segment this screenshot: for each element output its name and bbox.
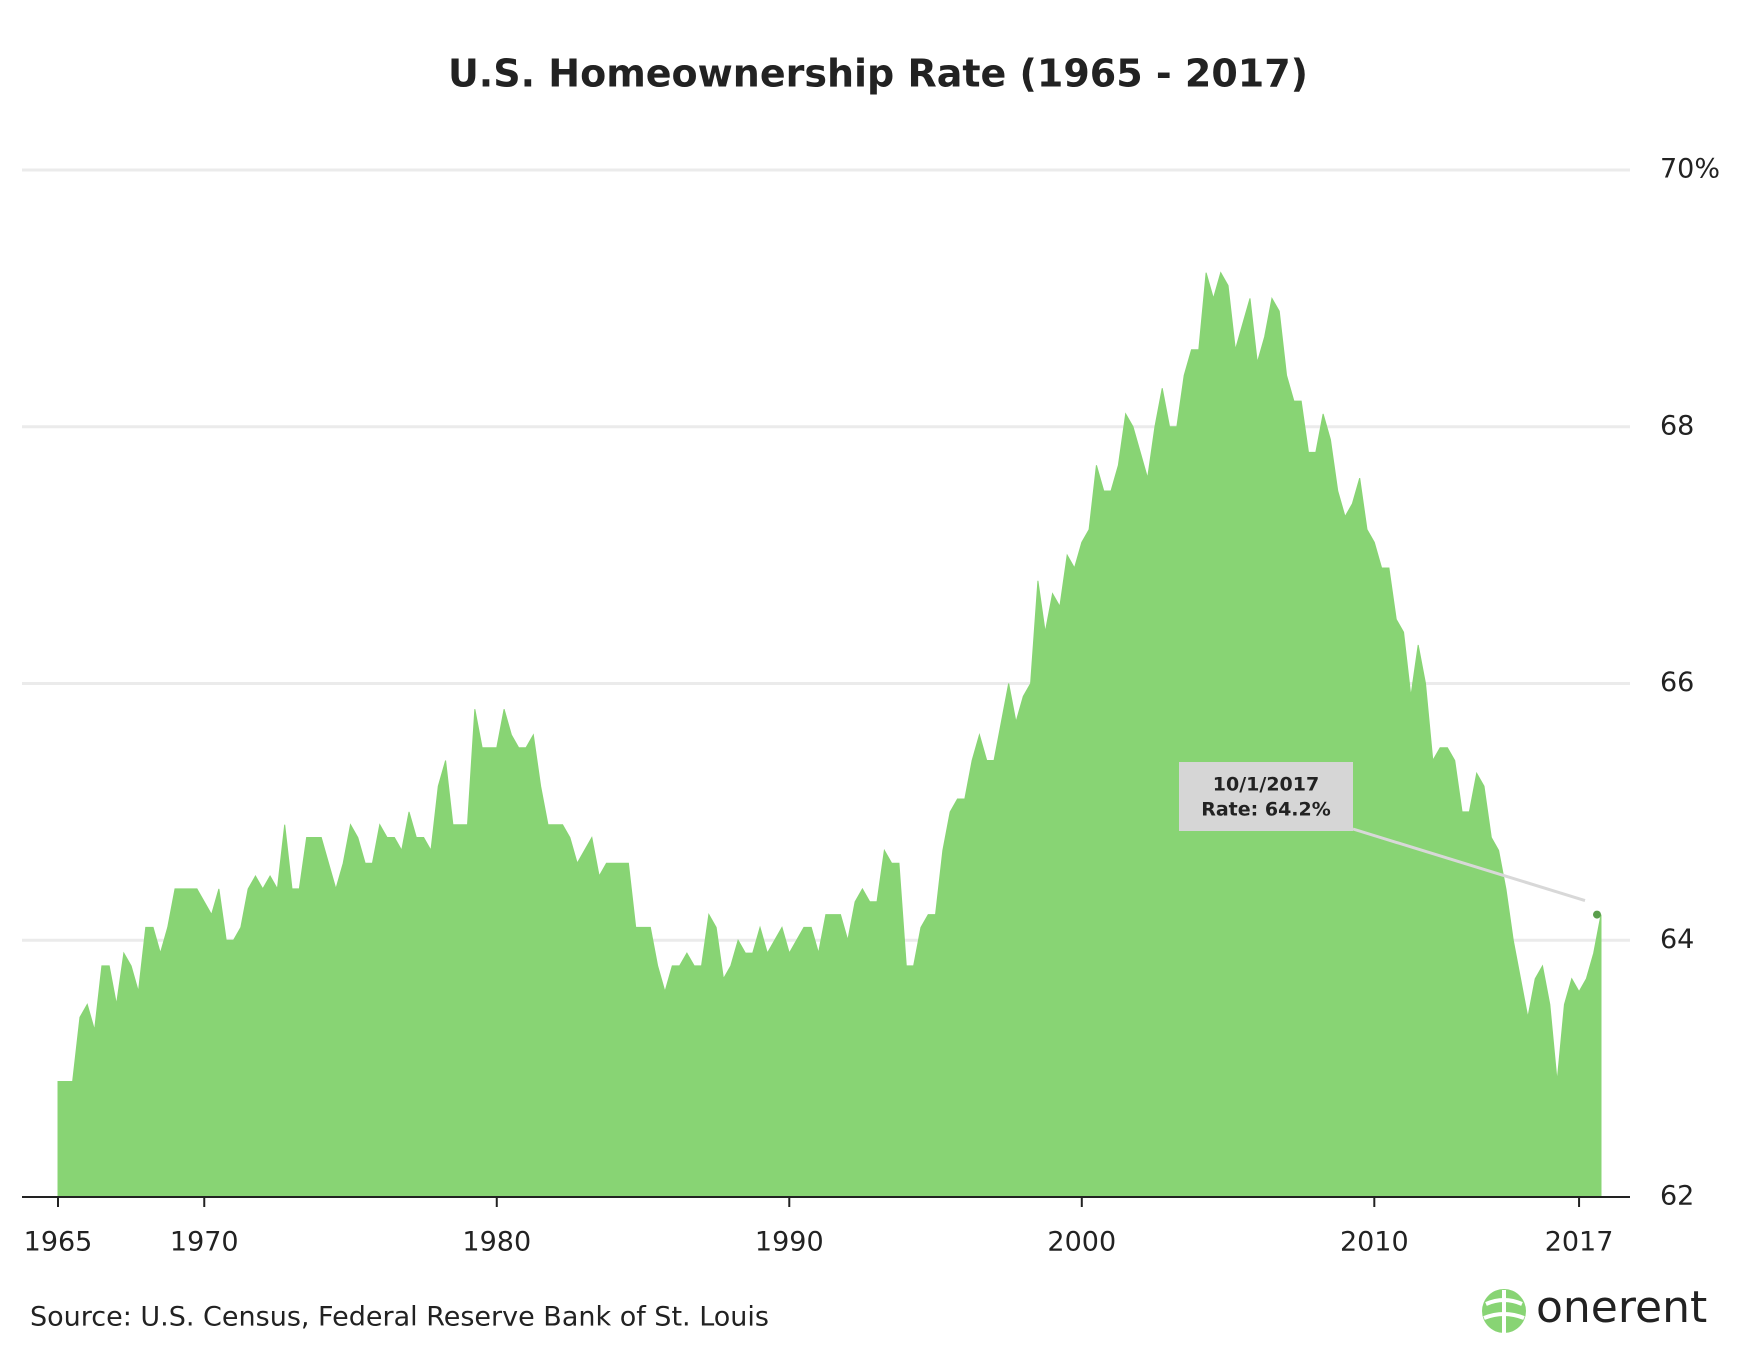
logo-leaf: [1483, 1290, 1525, 1333]
x-tick-label: 1990: [755, 1227, 824, 1258]
chart-title: U.S. Homeownership Rate (1965 - 2017): [448, 52, 1308, 96]
annotation-date: 10/1/2017: [1213, 774, 1319, 796]
x-tick-label: 1980: [462, 1227, 531, 1258]
y-tick-label: 62: [1660, 1181, 1694, 1212]
area: [57, 271, 1602, 1198]
annotation-box: [1179, 762, 1353, 831]
annotation-text: Rate: 64.2%: [1201, 799, 1331, 821]
logo-icon: [1482, 1289, 1526, 1333]
x-tick-label: 1965: [24, 1227, 93, 1258]
logo-text: onerent: [1536, 1282, 1707, 1333]
x-tick-label: 1970: [170, 1227, 239, 1258]
x-tick-label: 2010: [1340, 1227, 1409, 1258]
y-tick-label: 70%: [1660, 154, 1720, 185]
last-point: [1593, 910, 1601, 919]
annotation-leader: [1352, 827, 1586, 903]
y-tick-label: 68: [1660, 410, 1694, 441]
y-tick-label: 66: [1660, 667, 1694, 698]
x-tick-label: 2000: [1047, 1227, 1116, 1258]
source: Source: U.S. Census, Federal Reserve Ban…: [30, 1302, 769, 1333]
y-tick-label: 64: [1660, 924, 1694, 955]
x-tick-label: 2017: [1545, 1227, 1614, 1258]
